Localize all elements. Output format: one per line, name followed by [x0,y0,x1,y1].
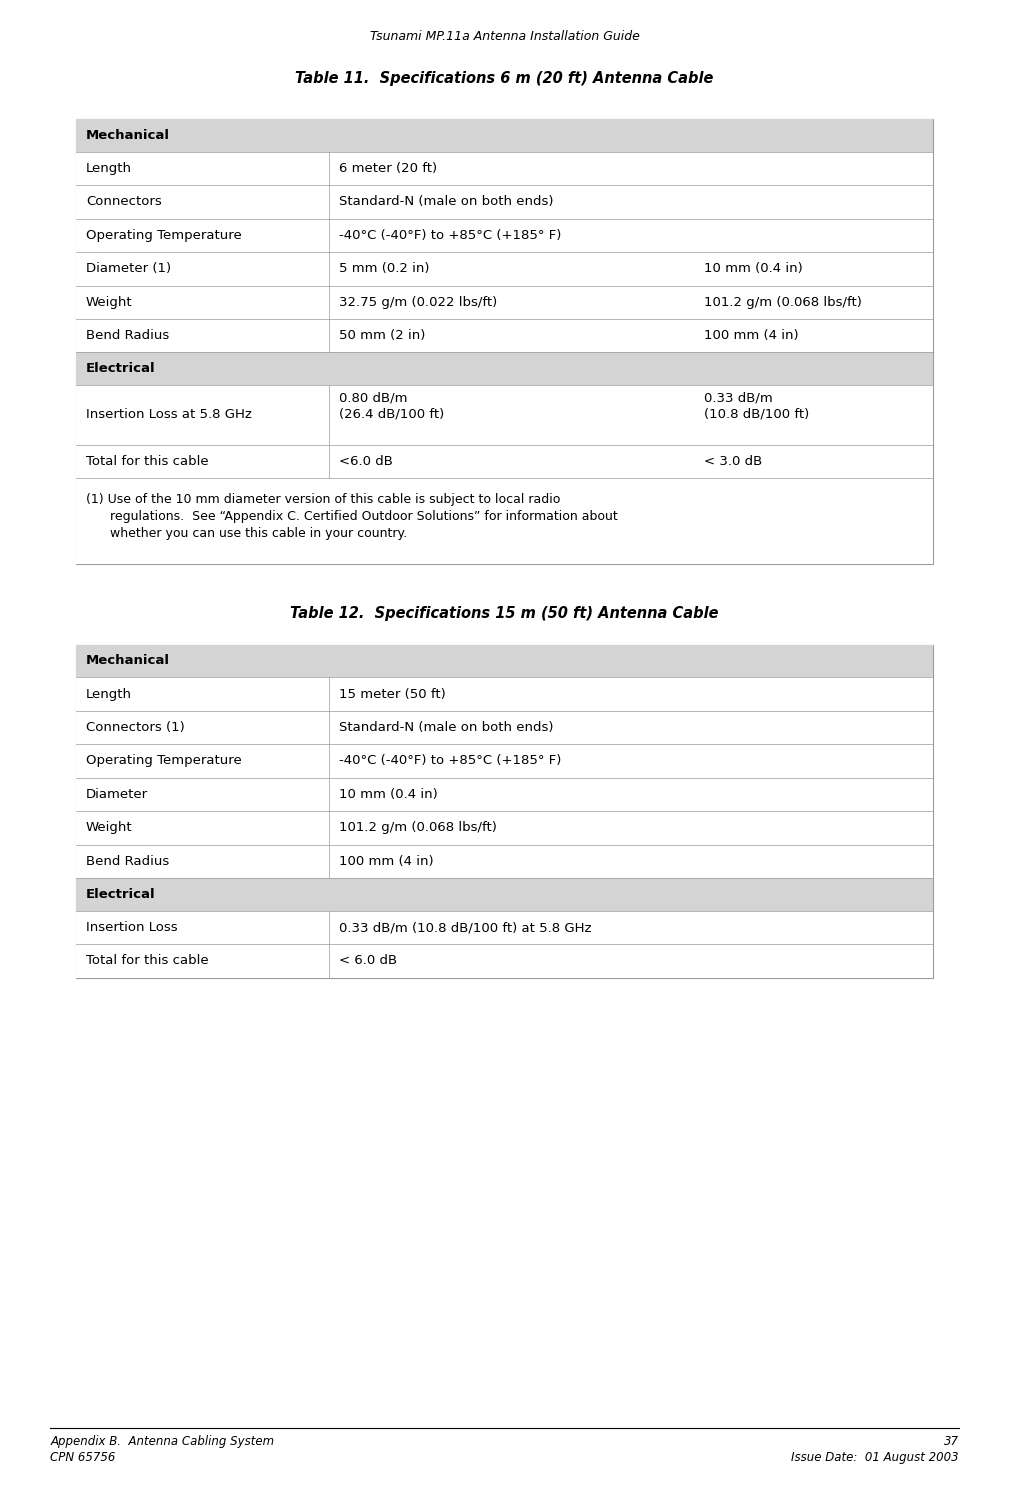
Text: 101.2 g/m (0.068 lbs/ft): 101.2 g/m (0.068 lbs/ft) [339,821,496,834]
Text: 32.75 g/m (0.022 lbs/ft): 32.75 g/m (0.022 lbs/ft) [339,296,497,309]
Text: 100 mm (4 in): 100 mm (4 in) [339,855,434,868]
Text: Electrical: Electrical [86,363,155,375]
Text: Operating Temperature: Operating Temperature [86,754,241,767]
Bar [76,119,933,152]
Text: Weight: Weight [86,821,132,834]
Text: 15 meter (50 ft): 15 meter (50 ft) [339,687,446,700]
Text: Tsunami MP.11a Antenna Installation Guide: Tsunami MP.11a Antenna Installation Guid… [369,30,640,43]
Text: Appendix B.  Antenna Cabling System: Appendix B. Antenna Cabling System [50,1435,274,1448]
Text: Operating Temperature: Operating Temperature [86,229,241,242]
Text: Issue Date:  01 August 2003: Issue Date: 01 August 2003 [791,1451,959,1465]
Text: -40°C (-40°F) to +85°C (+185° F): -40°C (-40°F) to +85°C (+185° F) [339,229,561,242]
Text: Table 12.  Specifications 15 m (50 ft) Antenna Cable: Table 12. Specifications 15 m (50 ft) An… [291,605,718,620]
Bar [76,152,933,184]
Bar [76,251,933,286]
Text: (1) Use of the 10 mm diameter version of this cable is subject to local radio
  : (1) Use of the 10 mm diameter version of… [86,494,618,540]
Text: Insertion Loss at 5.8 GHz: Insertion Loss at 5.8 GHz [86,409,251,421]
Bar [76,119,933,564]
Text: 50 mm (2 in): 50 mm (2 in) [339,329,425,342]
Text: Mechanical: Mechanical [86,129,170,141]
Bar [76,445,933,477]
Text: Standard-N (male on both ends): Standard-N (male on both ends) [339,195,553,208]
Text: 101.2 g/m (0.068 lbs/ft): 101.2 g/m (0.068 lbs/ft) [703,296,862,309]
Text: Table 11.  Specifications 6 m (20 ft) Antenna Cable: Table 11. Specifications 6 m (20 ft) Ant… [296,71,713,86]
Bar [76,644,933,677]
Text: 37: 37 [943,1435,959,1448]
Text: 0.33 dB/m
(10.8 dB/100 ft): 0.33 dB/m (10.8 dB/100 ft) [703,391,809,421]
Text: 10 mm (0.4 in): 10 mm (0.4 in) [703,262,802,275]
Bar [76,477,933,564]
Bar [76,352,933,385]
Text: < 3.0 dB: < 3.0 dB [703,455,762,468]
Text: Mechanical: Mechanical [86,654,170,668]
Bar [76,318,933,352]
Text: 10 mm (0.4 in): 10 mm (0.4 in) [339,788,438,801]
Text: -40°C (-40°F) to +85°C (+185° F): -40°C (-40°F) to +85°C (+185° F) [339,754,561,767]
Text: Total for this cable: Total for this cable [86,455,209,468]
Text: Total for this cable: Total for this cable [86,955,209,968]
Text: Weight: Weight [86,296,132,309]
Bar [76,810,933,845]
Text: Standard-N (male on both ends): Standard-N (male on both ends) [339,721,553,735]
Text: Length: Length [86,687,132,700]
Bar [76,944,933,978]
Bar [76,286,933,318]
Text: 100 mm (4 in): 100 mm (4 in) [703,329,798,342]
Text: 0.80 dB/m
(26.4 dB/100 ft): 0.80 dB/m (26.4 dB/100 ft) [339,391,444,421]
Bar [76,184,933,219]
Text: Bend Radius: Bend Radius [86,329,170,342]
Text: CPN 65756: CPN 65756 [50,1451,116,1465]
Bar [76,877,933,910]
Text: <6.0 dB: <6.0 dB [339,455,393,468]
Bar [76,845,933,877]
Text: 0.33 dB/m (10.8 dB/100 ft) at 5.8 GHz: 0.33 dB/m (10.8 dB/100 ft) at 5.8 GHz [339,920,591,934]
Text: Connectors (1): Connectors (1) [86,721,185,735]
Text: 6 meter (20 ft): 6 meter (20 ft) [339,162,437,175]
Bar [76,219,933,251]
Bar [76,744,933,778]
Bar [76,778,933,810]
Bar [76,677,933,711]
Text: Diameter: Diameter [86,788,148,801]
Text: < 6.0 dB: < 6.0 dB [339,955,397,968]
Text: Insertion Loss: Insertion Loss [86,920,178,934]
Text: Electrical: Electrical [86,888,155,901]
Bar [76,385,933,445]
Bar [76,910,933,944]
Bar [76,645,933,977]
Text: Diameter (1): Diameter (1) [86,262,171,275]
Text: Bend Radius: Bend Radius [86,855,170,868]
Text: Length: Length [86,162,132,175]
Text: Connectors: Connectors [86,195,161,208]
Text: 5 mm (0.2 in): 5 mm (0.2 in) [339,262,429,275]
Bar [76,711,933,744]
